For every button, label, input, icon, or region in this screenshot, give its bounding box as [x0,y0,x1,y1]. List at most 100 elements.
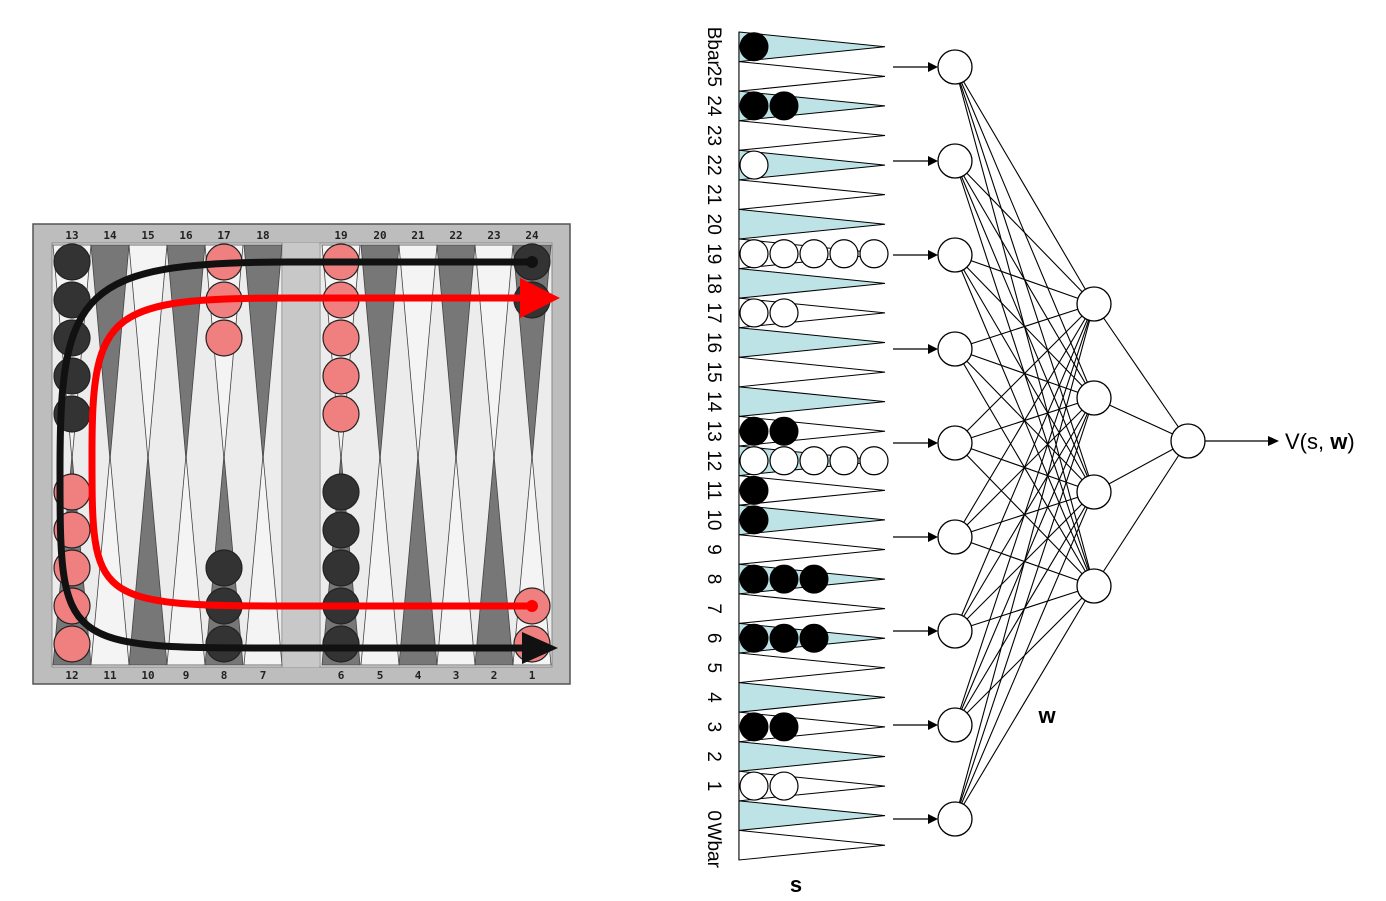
hidden-node-layer2 [1076,286,1112,322]
hidden-node-layer1 [937,331,973,367]
input-black-checker [739,505,769,535]
input-point-label: 6 [703,633,724,644]
black-checker [322,625,360,663]
weight-edge [954,303,1095,726]
input-white-checker [859,239,889,269]
input-point-label: 4 [703,692,724,703]
input-black-checker [739,712,769,742]
network-weights [893,62,1279,824]
input-black-checker [799,564,829,594]
output-label-suffix: ) [1347,429,1354,454]
input-point-label: 15 [703,362,724,383]
input-triangle [738,179,886,210]
board-top-point-label: 24 [525,229,539,242]
input-black-checker [769,416,799,446]
input-triangle [738,386,886,417]
hidden-node-layer1 [937,143,973,179]
hidden-node-layer1 [937,49,973,85]
hidden-node-layer1 [937,425,973,461]
black-checker [322,511,360,549]
black-movement-path [56,258,530,652]
weight-edge [954,160,1095,305]
input-triangle [738,356,886,388]
input-black-checker [799,623,829,653]
input-arrowhead-icon [928,626,938,636]
input-black-checker [769,623,799,653]
board-top-point-label: 20 [373,229,386,242]
board-bottom-point-label: 1 [529,669,536,682]
input-arrowhead-icon [928,720,938,730]
black-checker [53,243,91,281]
input-arrowhead-icon [928,62,938,72]
board-top-point-label: 21 [411,229,425,242]
input-point-label: 10 [703,509,724,530]
input-white-checker [829,239,859,269]
board-bottom-point-label: 10 [141,669,154,682]
input-triangle [738,504,886,536]
board-bottom-triangle [128,454,168,666]
input-white-checker [799,239,829,269]
input-white-checker [739,298,769,328]
input-point-label: 18 [703,273,724,294]
input-white-checker [829,446,859,476]
input-black-checker [739,564,769,594]
hidden-node-layer1 [937,613,973,649]
inputs-caption: s [790,872,802,897]
input-black-checker [739,416,769,446]
black-path-start-dot [526,256,538,268]
board-bottom-point-label: 5 [377,669,384,682]
board-bottom-point-label: 11 [103,669,117,682]
weight-edge [1093,440,1189,587]
red-path-end-dot [526,600,538,612]
input-black-checker [769,712,799,742]
input-black-checker [769,91,799,121]
board-bottom-point-label: 6 [338,669,345,682]
weight-edge [954,66,1095,305]
input-arrowhead-icon [928,438,938,448]
weight-edge [954,585,1095,820]
input-point-label: 7 [703,603,724,614]
weight-edge [954,303,1095,350]
input-point-label: 9 [703,544,724,555]
weight-edge [954,303,1095,820]
black-checker [205,549,243,587]
input-white-checker [799,446,829,476]
board-bottom-triangle [166,454,206,666]
input-triangle [738,475,886,506]
hidden-node-layer2 [1076,568,1112,604]
input-point-label: 5 [703,662,724,673]
input-black-checker [739,32,769,62]
weight-edge [954,491,1095,820]
board-top-point-label: 19 [334,229,347,242]
hidden-node-layer2 [1076,474,1112,510]
input-point-label: 12 [703,450,724,471]
black-checker [322,473,360,511]
input-point-label: 22 [703,155,724,176]
right-half [319,242,553,668]
input-point-label: 16 [703,332,724,353]
board-bottom-point-label: 8 [221,669,228,682]
board-bottom-triangle [398,454,438,666]
board-bottom-point-label: 12 [65,669,78,682]
black-checker [322,549,360,587]
input-white-checker [769,771,799,801]
input-triangle [738,31,886,63]
red-movement-path [88,294,530,610]
red-checker [322,357,360,395]
weight-edge [1093,440,1189,493]
input-point-label: 8 [703,574,724,585]
output-label: V(s, w) [1285,429,1355,454]
board-bottom-triangle [360,454,400,666]
weight-edge [954,303,1095,444]
board-bottom-point-label: 7 [260,669,267,682]
black-arrow-head-icon [522,632,558,664]
output-label-prefix: V(s, [1285,429,1330,454]
input-board-strip [738,31,889,861]
input-triangle [738,120,886,151]
red-arrow-head-icon [520,278,560,318]
input-black-checker [739,623,769,653]
weight-edge [954,254,1095,305]
input-point-label: 3 [703,722,724,733]
